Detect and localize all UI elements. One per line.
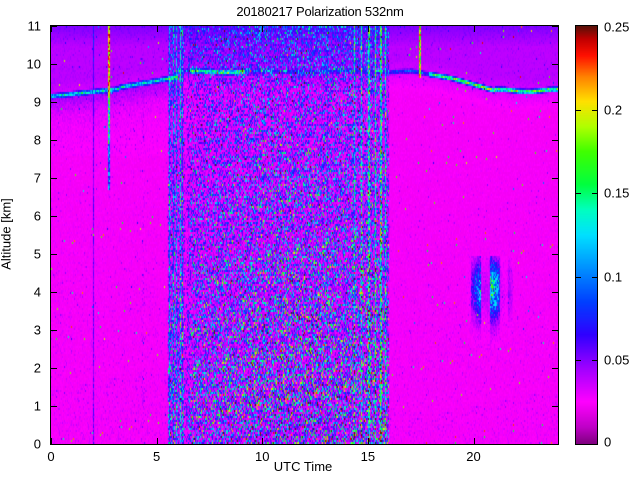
colorbar-tick-label: 0.25 <box>604 19 630 35</box>
x-tick-label: 20 <box>466 449 481 464</box>
heatmap-canvas <box>51 26 558 444</box>
x-tick-mark-top <box>156 26 158 32</box>
x-tick-label: 0 <box>47 449 55 464</box>
y-axis-label: Altitude [km] <box>0 198 14 270</box>
y-tick-label: 6 <box>33 208 41 224</box>
y-tick-mark-right <box>552 216 558 217</box>
colorbar-tick-label: 0.1 <box>604 269 623 285</box>
y-tick-mark-right <box>552 64 558 65</box>
y-tick-label: 2 <box>33 360 41 376</box>
y-tick-mark <box>51 140 57 141</box>
y-tick-mark-right <box>552 368 558 369</box>
y-tick-mark-right <box>552 444 558 445</box>
x-tick-mark-top <box>473 26 475 32</box>
y-tick-mark-right <box>552 140 558 141</box>
colorbar: 0 0.05 0.1 0.15 0.2 0.25 <box>575 20 629 450</box>
y-tick-label: 7 <box>33 170 41 186</box>
y-tick-mark <box>51 216 57 217</box>
y-tick-mark <box>51 26 57 27</box>
colorbar-gradient <box>576 26 597 444</box>
y-tick-label: 11 <box>27 18 42 34</box>
x-tick-label: 10 <box>255 449 270 464</box>
x-axis-label: UTC Time <box>273 459 333 474</box>
y-tick-mark <box>51 406 57 407</box>
x-tick-mark <box>156 438 158 444</box>
y-tick-label: 5 <box>33 246 41 262</box>
x-tick-label: 5 <box>153 449 161 464</box>
page-title: 20180217 Polarization 532nm <box>236 4 404 19</box>
colorbar-tick-mark-right <box>592 360 597 362</box>
x-tick-mark <box>367 438 369 444</box>
y-tick-mark <box>51 444 57 445</box>
x-tick-mark-top <box>262 26 264 32</box>
colorbar-tick-label: 0.2 <box>604 102 623 118</box>
y-tick-mark <box>51 254 57 255</box>
x-tick-mark-top <box>367 26 369 32</box>
y-tick-mark-right <box>552 292 558 293</box>
x-tick-mark <box>473 438 475 444</box>
x-tick-label: 15 <box>360 449 376 464</box>
colorbar-tick-mark <box>576 109 581 111</box>
colorbar-tick-mark <box>576 360 581 362</box>
y-tick-mark-right <box>552 330 558 331</box>
colorbar-tick-mark-right <box>592 109 597 111</box>
colorbar-tick-mark-right <box>592 193 597 195</box>
y-tick-mark <box>51 292 57 293</box>
y-tick-mark <box>51 330 57 331</box>
y-tick-mark <box>51 368 57 369</box>
y-tick-mark-right <box>552 102 558 103</box>
y-tick-mark <box>51 64 57 65</box>
y-tick-mark <box>51 102 57 103</box>
colorbar-tick-mark-right <box>592 276 597 278</box>
x-tick-mark-top <box>51 26 52 32</box>
y-tick-label: 9 <box>33 94 41 110</box>
y-tick-label: 4 <box>33 284 41 300</box>
x-tick-mark <box>51 438 52 444</box>
y-tick-label: 0 <box>33 436 41 452</box>
y-tick-label: 3 <box>33 322 41 338</box>
y-tick-mark-right <box>552 254 558 255</box>
y-tick-mark-right <box>552 178 558 179</box>
y-tick-label: 10 <box>26 56 41 72</box>
colorbar-tick-mark <box>576 193 581 195</box>
colorbar-tick-label: 0 <box>604 434 612 450</box>
y-tick-label: 1 <box>33 398 41 414</box>
colorbar-tick-mark <box>576 276 581 278</box>
y-tick-label: 8 <box>33 132 41 148</box>
y-tick-mark <box>51 178 57 179</box>
y-tick-mark-right <box>552 406 558 407</box>
plot-axes: 0 1 2 3 4 5 6 7 8 9 10 11 0 5 10 15 20 <box>27 19 559 464</box>
colorbar-tick-label: 0.05 <box>604 352 630 368</box>
colorbar-tick-label: 0.15 <box>604 185 630 201</box>
x-tick-mark <box>262 438 264 444</box>
y-tick-mark-right <box>552 26 558 27</box>
